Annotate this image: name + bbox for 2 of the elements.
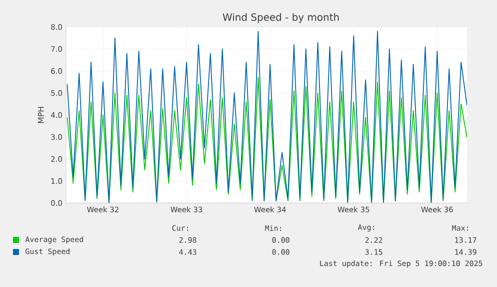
chart-title: Wind Speed - by month [222, 13, 339, 23]
line-series [66, 30, 468, 203]
